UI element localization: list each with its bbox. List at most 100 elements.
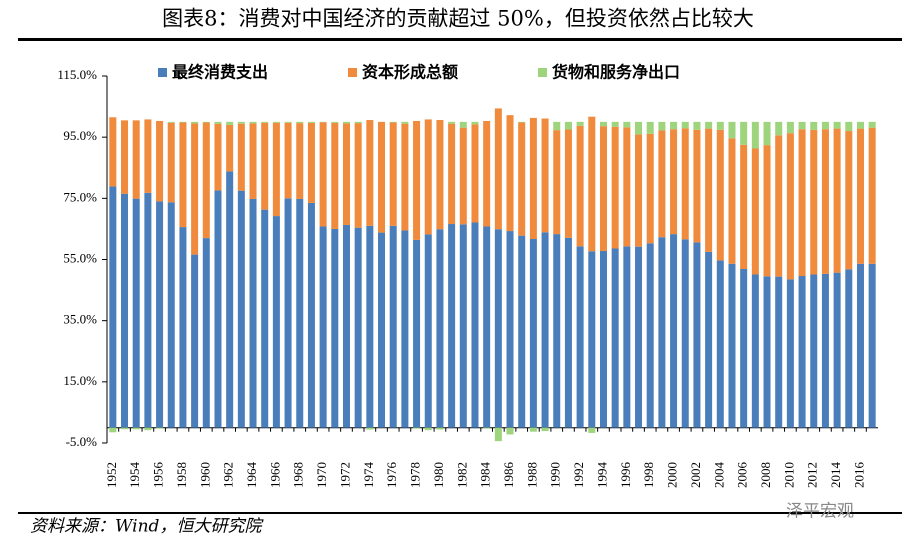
bar-segment: [599, 250, 607, 428]
bar-segment: [810, 274, 818, 428]
watermark: 泽平宏观: [786, 502, 854, 522]
x-tick-label: 1952: [104, 462, 119, 488]
legend-label: 资本形成总额: [362, 63, 458, 82]
bar-segment: [705, 128, 713, 252]
bar-segment: [856, 128, 864, 264]
bar-segment: [424, 427, 432, 431]
bar-segment: [658, 237, 666, 428]
bar-segment: [284, 122, 292, 199]
x-tick-label: 1972: [337, 462, 352, 488]
bar-segment: [868, 121, 876, 128]
x-tick-label: 1966: [267, 462, 282, 489]
bar-segment: [378, 121, 386, 233]
bar-segment: [202, 122, 210, 239]
bar-segment: [670, 234, 678, 428]
bar-segment: [494, 108, 502, 230]
bar-segment: [272, 216, 280, 428]
bar-segment: [331, 228, 339, 428]
bar-segment: [413, 427, 421, 429]
x-tick-label: 1960: [197, 462, 212, 488]
bar-segment: [167, 122, 175, 203]
bar-segment: [705, 121, 713, 129]
bar-segment: [728, 263, 736, 428]
title-rule: [18, 38, 902, 41]
bar-segment: [740, 121, 748, 145]
bar-segment: [646, 243, 654, 428]
legend-swatch: [158, 68, 167, 77]
bar-segment: [751, 148, 759, 275]
chart-title: 图表8：消费对中国经济的贡献超过 50%，但投资依然占比较大: [162, 7, 754, 31]
bar-segment: [681, 239, 689, 428]
bar-segment: [541, 118, 549, 233]
bar-segment: [564, 129, 572, 238]
bar-segment: [763, 121, 771, 146]
bar-segment: [716, 260, 724, 428]
bar-segment: [564, 121, 572, 130]
x-tick-label: 2014: [828, 462, 843, 489]
y-tick-label: 95.0%: [63, 128, 97, 143]
bar-segment: [681, 128, 689, 240]
bar-segment: [798, 129, 806, 277]
bar-segment: [471, 121, 479, 125]
bar-segment: [541, 427, 549, 432]
bar-segment: [448, 121, 456, 124]
x-tick-label: 1982: [454, 462, 469, 488]
y-tick-label: 35.0%: [63, 312, 97, 327]
bar-segment: [366, 120, 374, 226]
bar-segment: [389, 122, 397, 226]
source-note: 资料来源：Wind，恒大研究院: [30, 517, 264, 537]
bar-segment: [716, 121, 724, 130]
bar-segment: [121, 193, 129, 428]
bar-segment: [202, 121, 210, 123]
bar-segment: [635, 134, 643, 247]
bar-segment: [319, 122, 327, 227]
bar-segment: [553, 121, 561, 131]
x-tick-label: 1978: [408, 462, 423, 488]
x-tick-label: 2010: [781, 462, 796, 488]
bar-segment: [214, 190, 222, 428]
bar-segment: [226, 124, 234, 172]
bar-segment: [296, 123, 304, 199]
bar-segment: [646, 121, 654, 134]
bar-segment: [237, 190, 245, 428]
x-tick-label: 1976: [384, 462, 399, 489]
bar-segment: [670, 129, 678, 235]
bar-segment: [261, 121, 269, 123]
bar-segment: [179, 227, 187, 428]
bar-segment: [284, 121, 292, 123]
x-tick-label: 2002: [688, 462, 703, 488]
bar-segment: [354, 123, 362, 228]
bar-segment: [798, 276, 806, 428]
bar-segment: [459, 224, 467, 428]
bar-segment: [226, 171, 234, 428]
bar-segment: [564, 237, 572, 428]
bar-segment: [763, 145, 771, 277]
bar-segment: [576, 125, 584, 247]
bar-segment: [366, 427, 374, 430]
bar-segment: [529, 239, 537, 428]
bar-segment: [728, 121, 736, 139]
bar-segment: [132, 120, 140, 199]
x-tick-label: 1984: [478, 461, 493, 488]
x-tick-label: 1992: [571, 462, 586, 488]
bar-segment: [611, 248, 619, 428]
bar-segment: [132, 427, 140, 430]
bar-segment: [296, 121, 304, 124]
bar-segment: [868, 263, 876, 428]
bar-segment: [109, 427, 117, 433]
bar-segment: [249, 121, 257, 124]
bar-segment: [191, 254, 199, 428]
x-tick-label: 1970: [314, 462, 329, 488]
bar-segment: [413, 120, 421, 240]
bar-segment: [261, 122, 269, 210]
bar-segment: [413, 239, 421, 428]
x-tick-label: 2016: [851, 462, 866, 489]
bar-segment: [448, 224, 456, 428]
legend-label: 货物和服务净出口: [552, 63, 680, 82]
legend-label: 最终消费支出: [172, 63, 268, 82]
bar-segment: [436, 229, 444, 428]
bar-segment: [588, 251, 596, 428]
bar-segment: [494, 229, 502, 428]
bar-segment: [214, 123, 222, 191]
bar-segment: [471, 124, 479, 223]
